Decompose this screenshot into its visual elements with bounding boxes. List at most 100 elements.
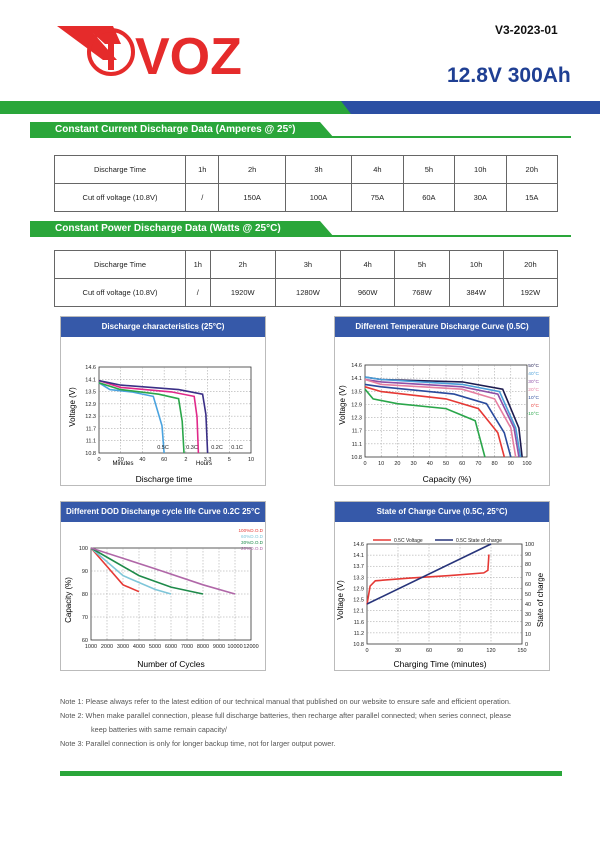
table-row: Cut off voltage (10.8V) / 1920W 1280W 96…	[54, 278, 559, 307]
series-label: 0.5C	[157, 445, 169, 451]
table-cell: 1h	[185, 250, 211, 279]
y2-tick-label: 30	[525, 612, 531, 618]
y-tick-label: 12.9	[353, 586, 364, 592]
y-tick-label: 13.5	[351, 389, 362, 395]
series-line	[90, 547, 172, 595]
note-3: Note 3: Parallel connection is only for …	[60, 739, 336, 748]
table-cell: 4h	[351, 155, 404, 184]
series-line	[364, 388, 486, 458]
notes: Note 1: Please always refer to the lates…	[60, 695, 570, 751]
table-cell: 384W	[448, 278, 504, 307]
plot-frame	[98, 366, 252, 454]
y-tick-label: 12.1	[353, 609, 364, 615]
x-tick-label: 4000	[133, 644, 145, 650]
x-tick-label: 70	[475, 461, 481, 467]
table-cell: Discharge Time	[54, 250, 186, 279]
table-cell: Cut off voltage (10.8V)	[54, 183, 186, 212]
x-axis-label: Capacity (%)	[423, 474, 472, 484]
chart-panel-discharge: Discharge characteristics (25°C) Voltage…	[60, 316, 266, 486]
series-label: 0.2C	[211, 445, 223, 451]
legend-item: 20%D.O.D	[241, 546, 264, 551]
table-cell: 5h	[394, 250, 450, 279]
table-cell: 75A	[351, 183, 404, 212]
y2-tick-label: 70	[525, 572, 531, 578]
x-tick-label: 60	[161, 457, 167, 463]
x-tick-label: 0	[97, 457, 100, 463]
table-cell: Cut off voltage (10.8V)	[54, 278, 186, 307]
x-tick-label: 120	[486, 648, 495, 654]
y-tick-label: 90	[82, 569, 88, 575]
y-tick-label: 12.9	[85, 402, 96, 408]
x-tick-label: 2	[184, 457, 187, 463]
series-line	[98, 379, 209, 454]
x-tick-label: 40	[139, 457, 145, 463]
y2-tick-label: 90	[525, 552, 531, 558]
brand-name: VOZ	[135, 28, 242, 82]
discharge-chart: Voltage (V) Discharge time Minutes Hours…	[68, 365, 254, 484]
y2-axis-label: State of charge	[536, 572, 545, 627]
x-tick-label: 20	[118, 457, 124, 463]
chart-title: Discharge characteristics (25°C)	[61, 317, 265, 337]
table-row: Discharge Time 1h 2h 3h 4h 5h 10h 20h	[54, 250, 559, 279]
table-cell: 192W	[502, 278, 559, 307]
x-axis-label: Discharge time	[136, 474, 193, 484]
y-tick-label: 70	[82, 615, 88, 621]
y-axis-label: Capacity (%)	[64, 577, 73, 623]
x-tick-label: 100	[522, 461, 531, 467]
series-label: 0.1C	[231, 445, 243, 451]
x-tick-label: 5	[228, 457, 231, 463]
x-tick-label: 9000	[213, 644, 225, 650]
section-title-power: Constant Power Discharge Data (Watts @ 2…	[30, 221, 334, 237]
y2-tick-label: 0	[525, 642, 528, 648]
x-tick-label: 30	[411, 461, 417, 467]
table-cell: 3h	[284, 155, 353, 184]
section-divider	[30, 235, 571, 237]
series-line	[364, 386, 506, 458]
section-divider	[30, 136, 571, 138]
y2-tick-label: 50	[525, 592, 531, 598]
x-tick-label: 50	[443, 461, 449, 467]
power-discharge-table: Discharge Time 1h 2h 3h 4h 5h 10h 20h Cu…	[54, 250, 559, 307]
table-cell: /	[184, 183, 220, 212]
legend-item: -10°C	[527, 411, 540, 417]
x-tick-label: 5000	[149, 644, 161, 650]
legend-item: 20°C	[528, 387, 539, 393]
table-cell: 15A	[505, 183, 559, 212]
y-tick-label: 12.3	[85, 414, 96, 420]
series-line	[98, 382, 165, 454]
table-cell: 10h	[448, 250, 504, 279]
section-title-current: Constant Current Discharge Data (Amperes…	[30, 122, 334, 138]
y-tick-label: 14.1	[85, 377, 96, 383]
table-cell: 3h	[274, 250, 342, 279]
table-cell: 60A	[402, 183, 456, 212]
chart-panel-dod: Different DOD Discharge cycle life Curve…	[60, 501, 266, 671]
x-tick-label: 12000	[243, 644, 258, 650]
table-cell: 150A	[218, 183, 286, 212]
table-row: Discharge Time 1h 2h 3h 4h 5h 10h 20h	[54, 155, 559, 184]
x-tick-label: 60	[426, 648, 432, 654]
x-tick-label: 0	[363, 461, 366, 467]
y-tick-label: 13.3	[353, 575, 364, 581]
x-tick-label: 1000	[85, 644, 97, 650]
y-tick-label: 14.6	[353, 542, 364, 548]
y-tick-label: 13.7	[353, 564, 364, 570]
y-tick-label: 14.6	[85, 365, 96, 371]
x-tick-label: 10000	[227, 644, 242, 650]
legend-item: 100%D.O.D	[238, 528, 263, 533]
y2-tick-label: 60	[525, 582, 531, 588]
y-tick-label: 100	[79, 546, 88, 552]
product-title: 12.8V 300Ah	[447, 64, 571, 87]
header-green-band	[0, 101, 351, 114]
table-cell: /	[185, 278, 211, 307]
series-line	[98, 379, 200, 454]
x-tick-label: 90	[508, 461, 514, 467]
legend-item: 0°C	[531, 403, 540, 409]
legend-item: 60%D.O.D	[241, 534, 264, 539]
table-row: Cut off voltage (10.8V) / 150A 100A 75A …	[54, 183, 559, 212]
x-tick-label: 150	[517, 648, 526, 654]
x-tick-label: 20	[394, 461, 400, 467]
x-unit-minutes: Minutes	[112, 461, 133, 467]
x-tick-label: 6000	[165, 644, 177, 650]
dod-chart: Capacity (%) Number of Cycles 100 90 80 70 6…	[64, 528, 264, 669]
series-line	[90, 547, 204, 595]
